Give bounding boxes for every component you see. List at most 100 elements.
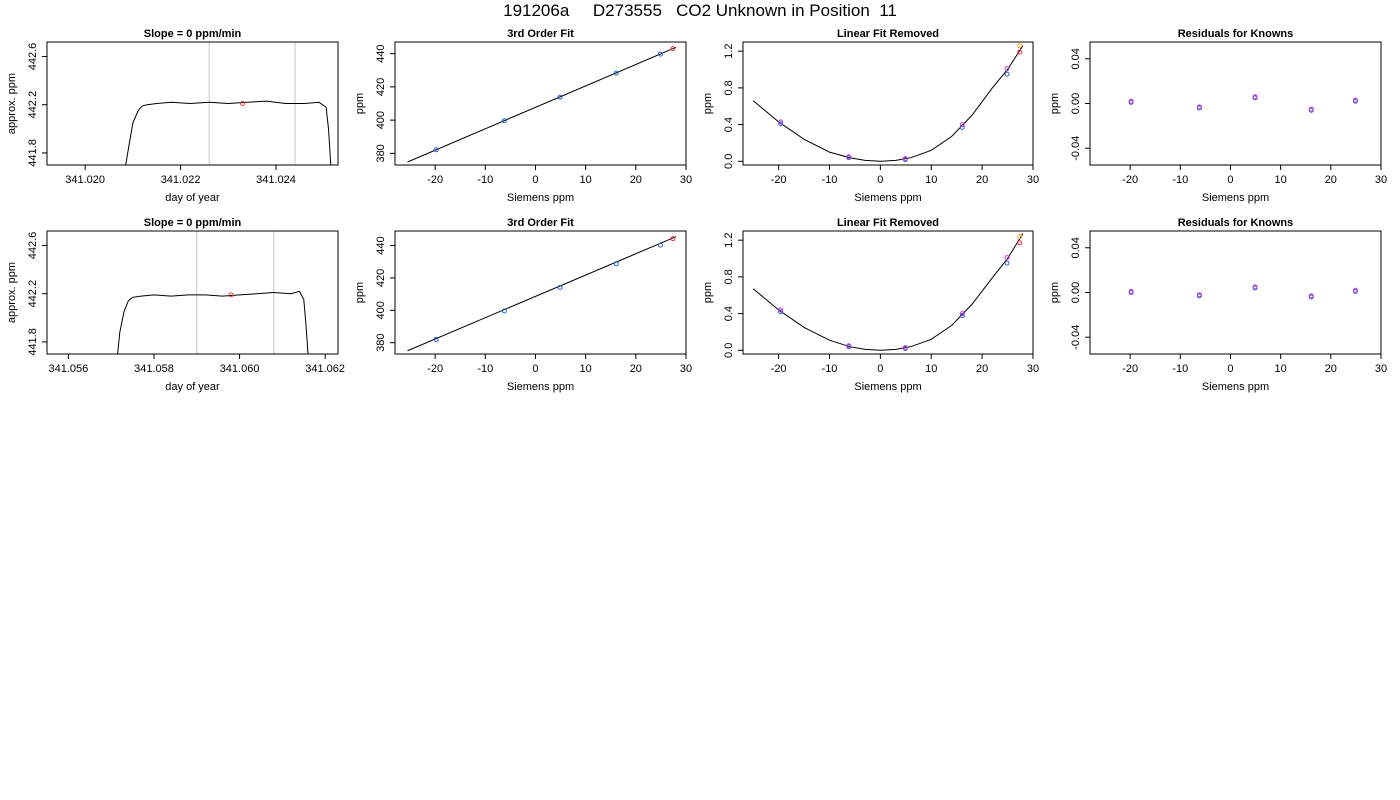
y-tick-label: 442.2	[27, 91, 39, 119]
y-axis-label: ppm	[1049, 282, 1061, 303]
x-tick-label: 30	[1375, 363, 1387, 375]
x-tick-label: -10	[822, 174, 838, 186]
x-axis-label: Siemens ppm	[854, 192, 921, 204]
x-axis-label: day of year	[165, 381, 220, 393]
chart-title: Residuals for Knowns	[1178, 217, 1294, 229]
x-tick-label: -20	[427, 363, 443, 375]
y-tick-label: 0.0	[723, 154, 735, 169]
y-axis-label: ppm	[354, 282, 366, 303]
plot-area	[752, 43, 1024, 162]
data-point	[657, 242, 663, 248]
data-point	[433, 336, 439, 342]
data-point	[557, 284, 563, 290]
data-point	[1352, 97, 1358, 103]
figure-title: 191206a D273555 CO2 Unknown in Position …	[503, 1, 897, 20]
y-tick-label: 0.8	[723, 269, 735, 284]
chart-title: 3rd Order Fit	[507, 217, 574, 229]
y-tick-label: 442.6	[27, 43, 39, 71]
x-tick-label: 20	[630, 174, 642, 186]
data-point	[1128, 98, 1134, 104]
x-tick-label: 341.060	[220, 363, 260, 375]
data-point	[613, 261, 619, 267]
data-point	[902, 345, 908, 351]
plot-frame	[394, 230, 687, 355]
x-tick-label: -10	[1172, 363, 1188, 375]
x-tick-label: 0	[1227, 174, 1233, 186]
data-point	[1352, 287, 1358, 293]
chart-title: Slope = 0 ppm/min	[144, 217, 242, 229]
y-tick-label: 0.00	[1070, 93, 1082, 114]
y-axis-label: ppm	[702, 282, 714, 303]
y-tick-label: 0.04	[1070, 237, 1082, 258]
x-tick-label: 20	[630, 363, 642, 375]
data-point	[501, 308, 507, 314]
x-tick-label: 341.058	[134, 363, 174, 375]
data-point	[902, 156, 908, 162]
y-tick-label: 400	[375, 111, 387, 129]
y-axis-label: ppm	[702, 93, 714, 114]
x-axis-label: Siemens ppm	[1202, 381, 1269, 393]
y-tick-label: 0.0	[723, 343, 735, 358]
x-tick-label: -10	[1172, 174, 1188, 186]
x-tick-label: 10	[580, 174, 592, 186]
data-point	[1004, 255, 1010, 261]
x-tick-label: 0	[532, 363, 538, 375]
x-tick-label: 20	[976, 363, 988, 375]
plot-frame	[742, 230, 1034, 355]
data-point	[240, 101, 246, 106]
data-point	[1252, 284, 1258, 290]
x-axis-label: Siemens ppm	[854, 381, 921, 393]
data-point	[778, 309, 784, 315]
y-axis-label: approx. ppm	[6, 73, 18, 134]
data-point	[1017, 240, 1023, 246]
chart-title: 3rd Order Fit	[507, 28, 574, 40]
plot-area	[125, 42, 332, 165]
data-point	[1308, 293, 1314, 299]
plot-frame	[46, 230, 339, 355]
x-tick-label: 20	[1325, 363, 1337, 375]
y-tick-label: 441.8	[27, 139, 39, 167]
data-point	[557, 94, 563, 100]
x-axis-label: Siemens ppm	[1202, 192, 1269, 204]
y-tick-label: 0.04	[1070, 48, 1082, 69]
series-line	[125, 100, 332, 165]
y-tick-label: 0.00	[1070, 282, 1082, 303]
data-point	[1017, 43, 1023, 49]
data-point	[959, 312, 965, 318]
data-point	[1252, 94, 1258, 100]
fit-line	[407, 46, 677, 163]
x-tick-label: 30	[1027, 174, 1039, 186]
x-tick-label: 0	[877, 174, 883, 186]
fit-curve	[752, 233, 1024, 351]
data-point	[959, 311, 965, 317]
y-tick-label: 442.6	[27, 232, 39, 260]
x-tick-label: -10	[477, 363, 493, 375]
data-point	[778, 119, 784, 125]
data-point	[613, 70, 619, 76]
plot-area	[1128, 284, 1358, 300]
x-axis-label: Siemens ppm	[507, 192, 574, 204]
x-tick-label: 341.062	[305, 363, 345, 375]
data-point	[657, 51, 663, 57]
y-tick-label: -0.04	[1070, 136, 1082, 161]
chart-panel-8: Residuals for Knowns -20 -10 0 10 20 30 -0.04 0.…	[1049, 217, 1387, 393]
y-tick-label: 1.2	[723, 44, 735, 59]
chart-panel-2: 3rd Order Fit -20 -10 0 10 20 30 380 400 420 440 Si…	[354, 28, 692, 204]
x-tick-label: -20	[1122, 174, 1138, 186]
data-point	[1004, 260, 1010, 266]
x-tick-label: 0	[532, 174, 538, 186]
data-point	[1017, 234, 1023, 240]
y-tick-label: 0.8	[723, 80, 735, 95]
x-tick-label: 341.020	[65, 174, 105, 186]
chart-panel-1: Slope = 0 ppm/min 341.020 341.022 341.024 44…	[6, 28, 339, 204]
x-tick-label: 30	[1027, 363, 1039, 375]
y-tick-label: 380	[375, 144, 387, 162]
plot-area	[752, 233, 1024, 351]
y-tick-label: 442.2	[27, 280, 39, 308]
x-tick-label: 30	[1375, 174, 1387, 186]
data-point	[959, 124, 965, 130]
x-tick-label: 10	[925, 174, 937, 186]
data-point	[959, 122, 965, 128]
plot-frame	[1089, 230, 1382, 355]
y-tick-label: 420	[375, 78, 387, 96]
